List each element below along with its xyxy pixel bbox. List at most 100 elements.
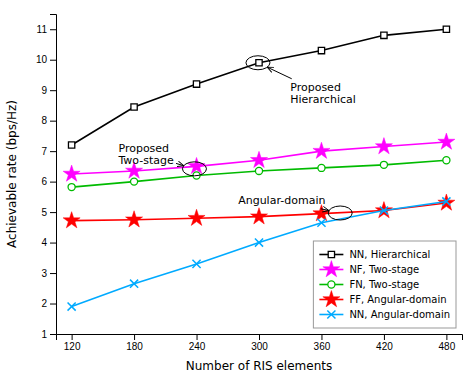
point-marker: [130, 280, 138, 288]
annotation-arrow: [176, 163, 184, 165]
tick: 300: [251, 334, 268, 352]
tick: 2: [41, 298, 56, 309]
tick: 4: [41, 237, 56, 248]
legend: NN, HierarchicalNF, Two-stageFN, Two-sta…: [313, 241, 456, 328]
point-marker: [255, 167, 262, 174]
point-marker: [63, 212, 80, 228]
point-marker: [317, 219, 325, 227]
tick-mark: [50, 304, 56, 305]
tick-label: 360: [314, 341, 331, 352]
tick-label: 10: [36, 54, 48, 65]
tick: 10: [36, 54, 56, 65]
tick-mark: [50, 151, 56, 152]
annotation-ellipse: [246, 56, 270, 70]
tick-mark: [50, 121, 56, 122]
annotation-text: ProposedHierarchical: [290, 81, 356, 107]
legend-marker: [327, 310, 335, 318]
legend-label: NN, Hierarchical: [349, 249, 430, 260]
tick: 240: [189, 334, 206, 352]
tick-mark: [50, 90, 56, 91]
point-marker: [188, 209, 205, 225]
tick-label: 9: [41, 85, 47, 96]
chart: 1201802403003604204801234567891011Number…: [0, 0, 476, 378]
point-marker: [313, 142, 330, 158]
tick: 180: [126, 334, 143, 352]
point-marker: [131, 178, 138, 185]
tick-label: 6: [41, 176, 47, 187]
point-marker: [68, 184, 75, 191]
point-marker: [313, 205, 330, 221]
point-marker: [318, 47, 324, 53]
legend-marker: [328, 281, 335, 288]
tick-label: 5: [41, 207, 47, 218]
tick-label: 2: [41, 298, 47, 309]
point-marker: [375, 138, 392, 154]
point-marker: [68, 302, 76, 310]
point-marker: [192, 260, 200, 268]
y-axis-title: Achievable rate (bps/Hz): [5, 100, 19, 248]
legend-label: NN, Angular-domain: [349, 309, 450, 320]
tick-label: 1: [41, 329, 47, 340]
tick: 11: [37, 24, 56, 35]
tick-mark: [446, 334, 447, 340]
tick-label: 11: [37, 24, 48, 35]
tick-label: 8: [41, 115, 47, 126]
tick-mark: [50, 182, 56, 183]
legend-marker: [323, 291, 340, 307]
point-marker: [443, 26, 449, 32]
point-marker: [256, 60, 262, 66]
tick-mark: [197, 334, 198, 340]
tick-label: 180: [126, 341, 143, 352]
legend-marker: [323, 261, 340, 277]
tick-mark: [50, 334, 56, 335]
annotation-arrow: [321, 209, 329, 211]
tick-mark: [259, 334, 260, 340]
tick-label: 3: [41, 268, 47, 279]
annotation-text: Angular-domain: [238, 194, 325, 207]
point-marker: [443, 157, 450, 164]
point-marker: [193, 81, 199, 87]
annotations: ProposedHierarchical ProposedTwo-stage Ang…: [117, 56, 355, 220]
point-marker: [380, 161, 387, 168]
tick-mark: [50, 273, 56, 274]
axis-line: [50, 15, 57, 335]
tick: 1: [41, 329, 56, 340]
point-marker: [442, 197, 450, 205]
tick: 120: [64, 334, 81, 352]
tick-label: 420: [376, 341, 393, 352]
tick-label: 480: [439, 341, 456, 352]
tick: 6: [41, 176, 56, 187]
annotation-ellipse: [182, 162, 206, 176]
y-axis: 1 2 3 4 5 6 7 8 9 10 11: [36, 15, 57, 340]
tick-mark: [50, 29, 56, 30]
tick-mark: [50, 212, 56, 213]
tick: 9: [41, 85, 56, 96]
point-marker: [68, 142, 74, 148]
tick: 5: [41, 207, 56, 218]
tick-mark: [134, 334, 135, 340]
legend-label: FF, Angular-domain: [349, 294, 446, 305]
annotation-text: ProposedTwo-stage: [117, 142, 174, 168]
tick: 360: [314, 334, 331, 352]
x-axis: 120 180 240 300 360 420 480: [57, 334, 463, 352]
tick-mark: [72, 334, 73, 340]
annotation-arrow: [267, 67, 291, 79]
point-marker: [380, 206, 388, 214]
tick-label: 4: [41, 237, 47, 248]
tick: 480: [439, 334, 456, 352]
tick-label: 240: [189, 341, 206, 352]
tick-mark: [384, 334, 385, 340]
tick-label: 300: [251, 341, 268, 352]
point-marker: [63, 165, 80, 181]
point-marker: [126, 211, 143, 227]
legend-label: NF, Two-stage: [349, 264, 419, 275]
tick-label: 7: [41, 146, 47, 157]
tick-mark: [50, 60, 56, 61]
tick-mark: [50, 243, 56, 244]
tick-mark: [321, 334, 322, 340]
legend-box: [313, 241, 456, 328]
point-marker: [188, 157, 205, 173]
point-marker: [438, 133, 455, 149]
tick: 3: [41, 268, 56, 279]
point-marker: [381, 32, 387, 38]
